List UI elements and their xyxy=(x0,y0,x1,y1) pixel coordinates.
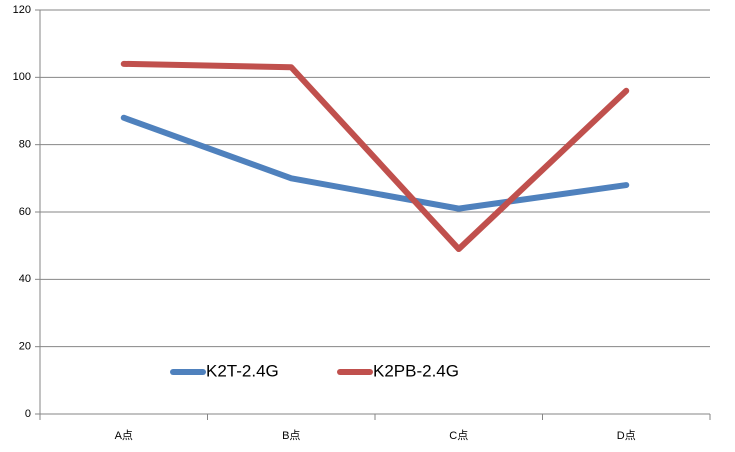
x-tick-label: A点 xyxy=(115,429,133,442)
x-tick-label: B点 xyxy=(282,429,300,442)
y-tick-label: 40 xyxy=(19,273,31,285)
series-line xyxy=(120,114,630,212)
y-tick-label: 100 xyxy=(13,71,31,83)
series-line xyxy=(120,60,630,253)
y-tick-label: 80 xyxy=(19,139,31,151)
y-tick-label: 60 xyxy=(19,206,31,218)
y-tick-label: 0 xyxy=(25,408,31,420)
x-tick-label: D点 xyxy=(617,429,636,442)
legend-label: K2T-2.4G xyxy=(206,361,279,380)
legend-label: K2PB-2.4G xyxy=(373,361,459,380)
y-tick-label: 20 xyxy=(19,341,31,353)
y-tick-label: 120 xyxy=(13,4,31,16)
x-tick-label: C点 xyxy=(449,429,468,442)
